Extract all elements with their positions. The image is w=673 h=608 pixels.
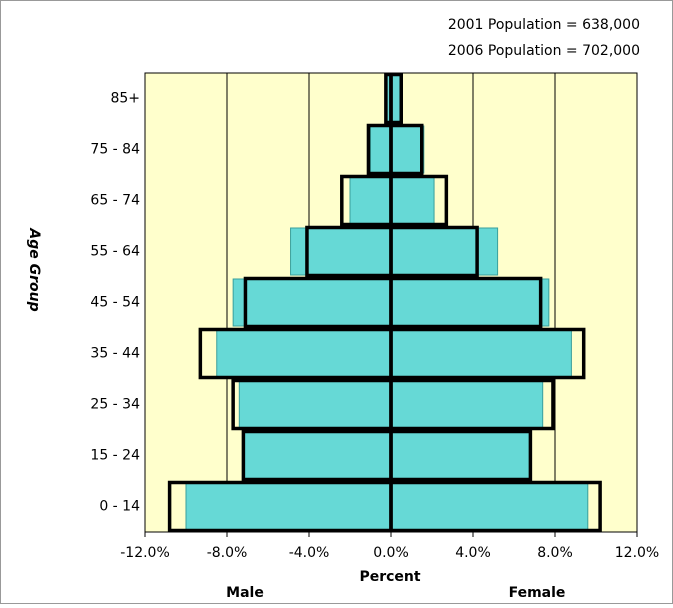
annotation: 2001 Population = 638,000	[448, 17, 640, 33]
y-tick-label: 35 - 44	[90, 346, 140, 362]
bar	[390, 125, 425, 174]
bar	[390, 278, 550, 327]
bar	[242, 431, 392, 480]
bar	[390, 176, 435, 225]
x-tick-label: -12.0%	[120, 545, 170, 561]
x-tick-label: 0.0%	[373, 545, 409, 561]
y-tick-label: 15 - 24	[90, 448, 140, 464]
bar	[232, 278, 392, 327]
y-tick-label: 25 - 34	[90, 397, 140, 413]
x-tick-label: 12.0%	[615, 545, 659, 561]
bar	[349, 176, 392, 225]
y-tick-label: 75 - 84	[90, 142, 140, 158]
y-tick-label: 55 - 64	[90, 244, 140, 260]
bar	[390, 329, 572, 378]
side-label: Male	[226, 585, 264, 601]
bar	[238, 380, 392, 429]
bar	[390, 380, 544, 429]
y-tick-label: 85+	[110, 91, 140, 107]
x-axis-label: Percent	[359, 569, 420, 585]
side-label: Female	[509, 585, 566, 601]
y-tick-label: 0 - 14	[99, 499, 140, 515]
bar	[185, 482, 392, 531]
bar	[390, 482, 589, 531]
annotation: 2006 Population = 702,000	[448, 43, 640, 59]
bar	[370, 125, 392, 174]
x-tick-label: 4.0%	[455, 545, 491, 561]
y-tick-label: 45 - 54	[90, 295, 140, 311]
x-tick-label: -8.0%	[207, 545, 248, 561]
bar	[390, 227, 499, 276]
y-axis-label: Age Group	[26, 227, 42, 311]
bar	[216, 329, 392, 378]
x-tick-label: 8.0%	[537, 545, 573, 561]
x-tick-label: -4.0%	[289, 545, 330, 561]
bar	[390, 431, 531, 480]
y-tick-label: 65 - 74	[90, 193, 140, 209]
